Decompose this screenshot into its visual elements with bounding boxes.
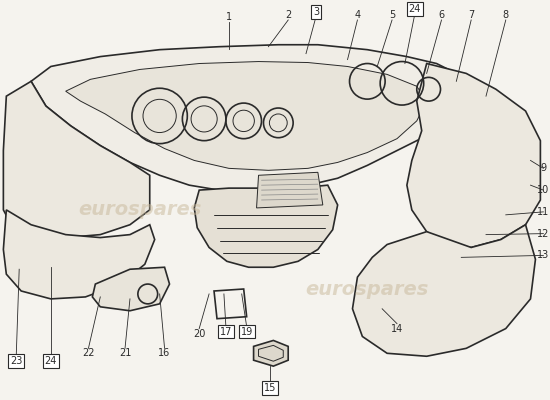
Polygon shape: [353, 225, 536, 356]
Text: 11: 11: [537, 207, 549, 217]
Polygon shape: [407, 64, 541, 248]
Text: eurosparеs: eurosparеs: [306, 280, 429, 298]
Polygon shape: [256, 172, 323, 208]
Text: 10: 10: [537, 185, 549, 195]
Text: 3: 3: [313, 7, 319, 17]
Polygon shape: [3, 81, 150, 238]
Text: 23: 23: [10, 356, 23, 366]
Text: eurosparеs: eurosparеs: [78, 200, 201, 219]
Text: 9: 9: [540, 163, 546, 173]
Text: 20: 20: [193, 328, 205, 338]
Text: 13: 13: [537, 250, 549, 260]
Text: 15: 15: [264, 383, 277, 393]
Text: 5: 5: [389, 10, 395, 20]
Text: 12: 12: [537, 229, 549, 239]
Text: 24: 24: [45, 356, 57, 366]
Polygon shape: [3, 210, 155, 299]
Text: 14: 14: [391, 324, 403, 334]
Text: 4: 4: [354, 10, 360, 20]
Text: 17: 17: [219, 326, 232, 336]
Text: 21: 21: [119, 348, 131, 358]
Text: 22: 22: [82, 348, 95, 358]
Polygon shape: [65, 62, 427, 170]
Polygon shape: [254, 340, 288, 366]
Polygon shape: [92, 267, 169, 311]
Text: 8: 8: [503, 10, 509, 20]
Text: 2: 2: [285, 10, 292, 20]
Text: 24: 24: [409, 4, 421, 14]
Polygon shape: [31, 45, 466, 192]
Polygon shape: [194, 185, 338, 267]
Text: 7: 7: [468, 10, 474, 20]
Text: 16: 16: [158, 348, 170, 358]
Text: 1: 1: [226, 12, 232, 22]
Text: 19: 19: [240, 326, 253, 336]
Text: 6: 6: [438, 10, 444, 20]
